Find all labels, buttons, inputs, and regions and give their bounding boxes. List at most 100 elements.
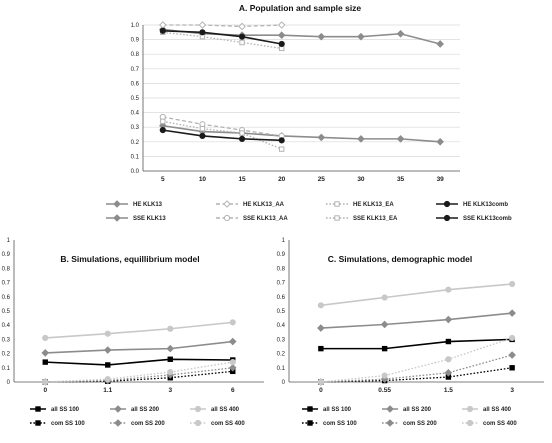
panel-a-legend-marker: [113, 214, 121, 222]
panel-c-data-point: [445, 338, 452, 345]
panel-a-data-point: [198, 21, 207, 29]
panel-a-legend-marker: [334, 201, 340, 207]
panel-a-data-point: [199, 29, 206, 36]
panel-a-legend-label: HE KLK13: [133, 202, 163, 208]
panel-c-data-point: [445, 356, 452, 363]
panel-a-y-tick-label: 0.1: [131, 154, 140, 160]
panel-a-x-tick-label: 39: [437, 176, 445, 183]
panel-c-y-tick-label: 0.5: [277, 309, 286, 315]
panel-a-x-tick-label: 20: [278, 176, 286, 183]
panel-c-legend-marker: [307, 406, 313, 412]
panel-b-legend-marker: [114, 405, 122, 413]
panel-b-data-point: [228, 363, 237, 372]
panel-b-data-point: [229, 319, 236, 326]
panel-a-data-point: [277, 21, 286, 29]
panel-c-data-point: [509, 334, 516, 342]
panel-b: B. Simulations, equillibrium model 0 0.1 0…: [2, 238, 264, 427]
panel-a-data-point: [436, 40, 444, 48]
panel-c-y-tick-label: 0.4: [277, 323, 286, 329]
panel-b-data-point: [41, 349, 50, 357]
panel-a-legend-label: SSE KLK13: [133, 216, 166, 222]
panel-a-series-line-3: [162, 30, 282, 45]
panel-a-x-tick-label: 25: [318, 176, 326, 183]
panel-c-data-point: [317, 302, 324, 309]
panel-b-data-point: [104, 376, 111, 383]
panel-a-data-point: [278, 146, 285, 152]
panel-a-y-tick-label: 0.7: [131, 67, 140, 73]
panel-b-data-point: [167, 356, 173, 362]
panel-c-legend-label: all SS 400: [483, 407, 512, 413]
panel-a: A. Population and sample size 0.0 0.1 0.2 0…: [106, 3, 512, 222]
panel-b-y-tick-label: 0.5: [2, 309, 11, 315]
panel-a-data-point: [159, 27, 166, 34]
panel-a-data-point: [278, 137, 285, 144]
panel-a-y-tick-label: 0.8: [131, 52, 140, 58]
panel-c-y-tick-label: 0.2: [277, 352, 286, 358]
panel-b-series-line-1: [45, 340, 233, 354]
panel-b-legend-marker: [35, 420, 41, 426]
panel-a-series-line-7: [162, 129, 282, 142]
panel-a-data-point: [159, 21, 167, 29]
panel-c-x-tick-label: 3: [510, 387, 514, 394]
panel-a-y-tick-label: 0.9: [131, 38, 140, 44]
panel-a-legend-label: HE KLK13_EA: [353, 202, 394, 208]
panel-a-data-point: [396, 135, 405, 143]
panel-b-y-tick-label: 0.8: [2, 266, 11, 272]
panel-c-series-line-4: [320, 354, 513, 383]
panel-c-y-tick-label: 0.9: [277, 252, 286, 258]
panel-c-data-point: [508, 351, 516, 359]
panel-b-legend-label: com SS 400: [211, 421, 245, 427]
panel-a-data-point: [238, 22, 246, 31]
panel-c-legend-label: com SS 100: [323, 421, 357, 427]
panel-b-legend-label: com SS 100: [51, 421, 85, 427]
panel-c-legend-marker: [466, 405, 474, 413]
panel-b-legend-label: all SS 100: [51, 407, 80, 413]
panel-b-data-point: [105, 362, 111, 368]
panel-a-series-line-0: [162, 28, 441, 45]
panel-a-data-point: [199, 125, 206, 132]
panel-b-legend-marker: [35, 406, 41, 412]
panel-c-legend-label: com SS 400: [483, 421, 517, 427]
panel-c-legend-marker: [466, 419, 474, 427]
panel-b-y-tick-label: 0: [7, 380, 11, 386]
panel-b-y-tick-label: 0.1: [2, 366, 11, 372]
panel-a-legend-marker: [223, 200, 231, 208]
panel-a-y-tick-label: 0.4: [131, 111, 140, 117]
panel-b-y-tick-label: 0.7: [2, 281, 11, 287]
panel-a-y-tick-label: 0.2: [131, 140, 140, 146]
panel-b-x-tick-label: 6: [231, 387, 235, 394]
panel-b-y-tick-label: 0.2: [2, 352, 11, 358]
panel-a-data-point: [436, 137, 444, 146]
panel-a-y-tick-label: 0.3: [131, 125, 140, 131]
panel-b-title: B. Simulations, equillibrium model: [60, 254, 199, 264]
panel-a-data-point: [239, 130, 245, 136]
panel-b-data-point: [229, 359, 236, 366]
panel-a-legend-marker: [334, 215, 340, 221]
panel-a-y-tick-label: 0.6: [131, 81, 140, 87]
panel-a-data-point: [159, 127, 166, 134]
panel-b-data-point: [103, 346, 112, 354]
panel-c-data-point: [317, 324, 325, 332]
panel-a-legend-marker: [443, 214, 451, 222]
panel-a-legend-label: SSE KLK13_AA: [243, 216, 288, 222]
panel-c-data-point: [445, 286, 452, 293]
panel-b-data-point: [42, 378, 49, 386]
panel-b-series-line-0: [45, 358, 233, 366]
panel-b-y-tick-label: 1: [7, 238, 11, 244]
panel-b-legend-marker: [194, 405, 202, 413]
panel-c-data-point: [381, 294, 388, 301]
panel-a-x-tick-label: 35: [397, 176, 405, 183]
panel-a-legend-marker: [443, 200, 451, 208]
panel-c-legend-label: all SS 100: [323, 407, 352, 413]
panel-c-data-point: [508, 309, 516, 317]
panel-c-y-tick-label: 0.3: [277, 337, 286, 343]
panel-b-x-tick-label: 3: [168, 387, 172, 394]
panel-c-legend-label: com SS 200: [403, 421, 437, 427]
panel-c-x-tick-label: 0: [319, 387, 323, 394]
panel-c-x-tick-label: 1.5: [444, 387, 453, 394]
panel-a-data-point: [160, 118, 166, 125]
panel-b-series-line-4: [45, 367, 233, 383]
panel-a-data-point: [277, 31, 286, 40]
panel-a-x-tick-label: 5: [161, 176, 165, 183]
